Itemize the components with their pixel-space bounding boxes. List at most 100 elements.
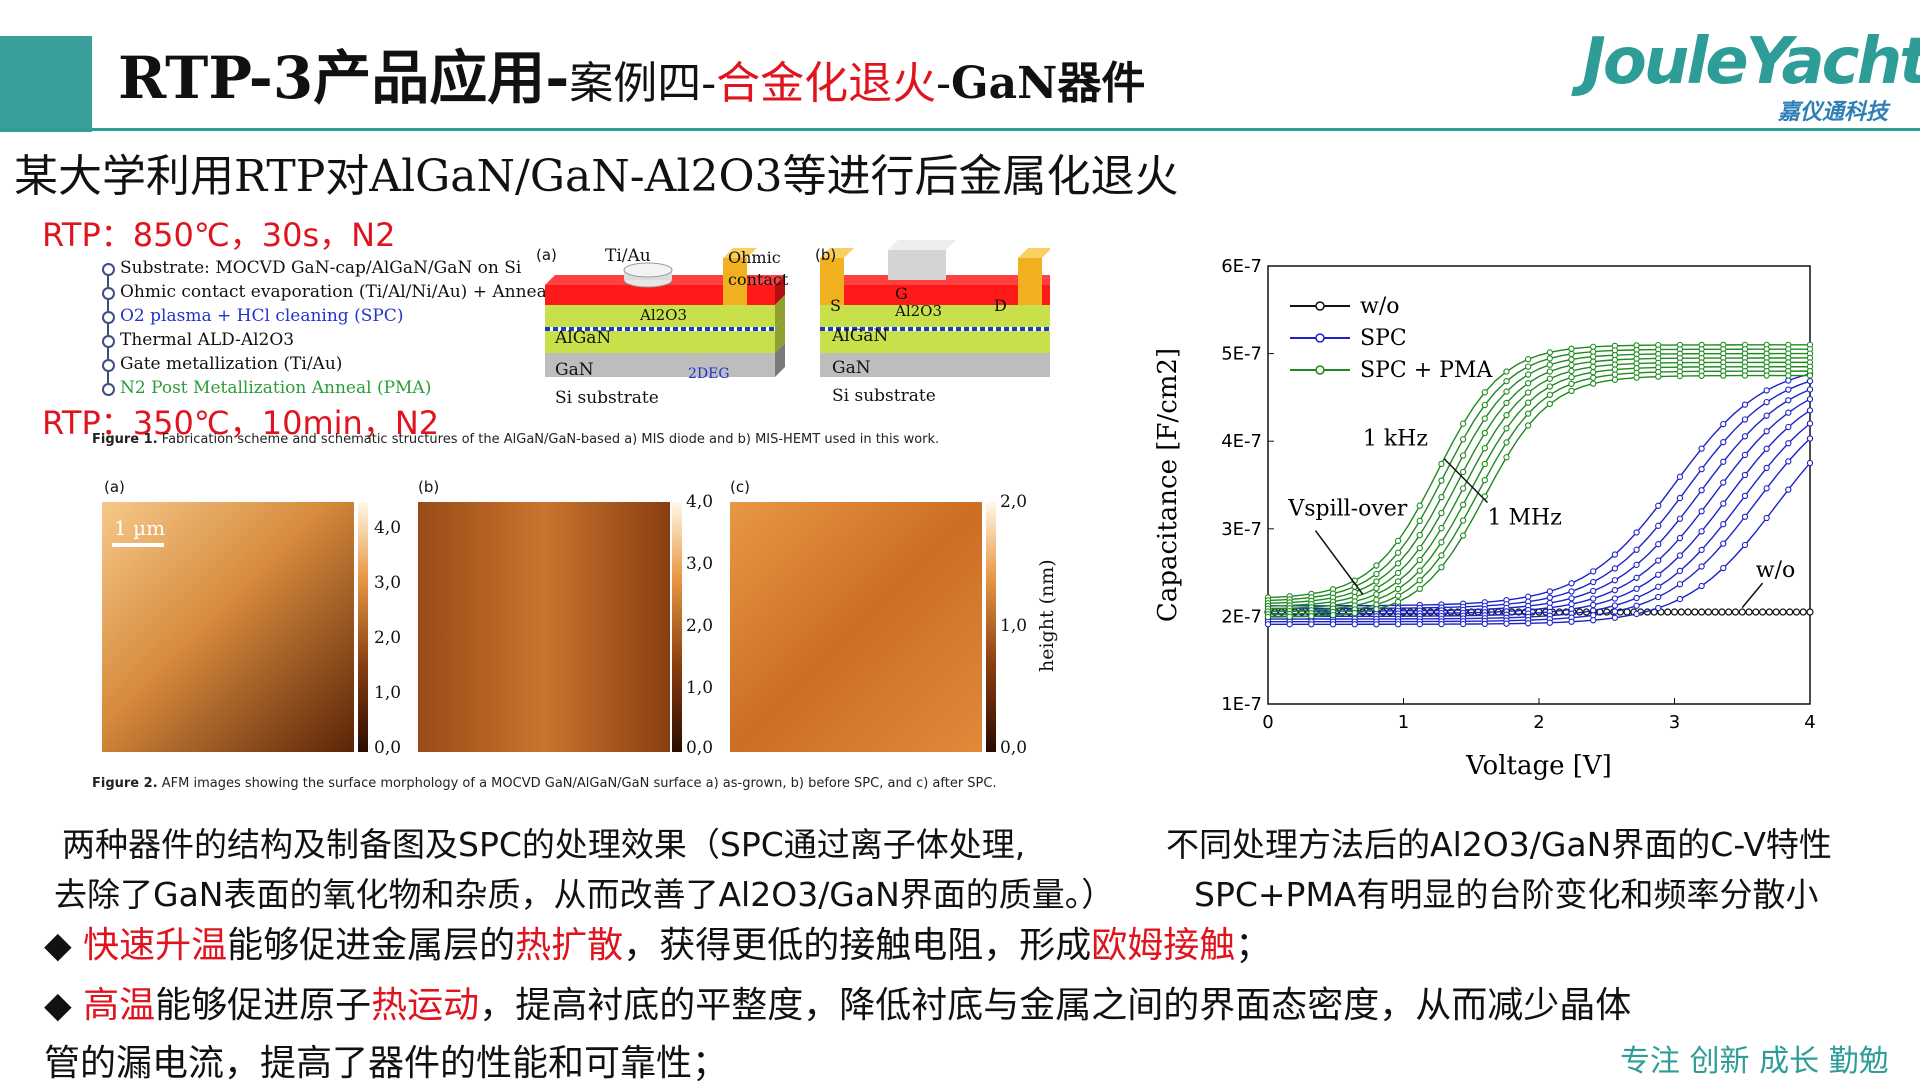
data-point xyxy=(1698,487,1705,494)
data-point xyxy=(1655,502,1662,509)
data-point xyxy=(1590,578,1597,586)
data-point xyxy=(1611,376,1619,383)
data-point xyxy=(1394,621,1402,628)
fig1-algan-label: AlGaN xyxy=(555,328,612,348)
process-step: Gate metallization (Ti/Au) xyxy=(100,352,552,376)
data-point xyxy=(1725,608,1733,616)
data-point xyxy=(1785,458,1792,465)
data-point xyxy=(1676,534,1684,542)
data-point xyxy=(1394,537,1402,545)
data-point xyxy=(1264,621,1272,628)
data-point xyxy=(1546,400,1553,408)
figure2-caption: Figure 2. AFM images showing the surface… xyxy=(92,776,997,791)
process-flow-line xyxy=(107,266,109,386)
data-point xyxy=(1503,412,1510,419)
chart-frame xyxy=(1267,265,1811,705)
data-point xyxy=(1525,399,1532,406)
fig2-label-b: (b) xyxy=(418,478,440,496)
series-line xyxy=(1267,344,1811,599)
data-point xyxy=(1394,592,1402,599)
process-flow: Substrate: MOCVD GaN-cap/AlGaN/GaN on Si… xyxy=(100,256,552,400)
data-point xyxy=(1676,552,1684,559)
data-point xyxy=(1481,476,1488,484)
data-point xyxy=(1590,369,1597,376)
data-point xyxy=(1525,389,1532,396)
cb-a-tick: 3,0 xyxy=(374,573,402,593)
data-point xyxy=(1611,614,1619,621)
annotation-1mhz: 1 MHz xyxy=(1488,505,1562,530)
fig1-gan-b-label: GaN xyxy=(832,358,871,378)
data-point xyxy=(1676,494,1684,502)
data-point xyxy=(1785,377,1792,384)
process-step: Substrate: MOCVD GaN-cap/AlGaN/GaN on Si xyxy=(100,256,552,280)
data-point xyxy=(1373,585,1380,592)
data-point xyxy=(1394,578,1402,585)
data-point xyxy=(1546,368,1553,375)
data-point xyxy=(1785,386,1792,393)
data-point xyxy=(1503,439,1510,446)
series-line xyxy=(1267,380,1811,610)
data-point xyxy=(1741,372,1749,379)
data-point xyxy=(1718,608,1726,616)
data-point xyxy=(1459,620,1467,628)
data-point xyxy=(1720,479,1727,486)
data-point xyxy=(1503,368,1510,375)
left-description-line2: 去除了GaN表面的氧化物和杂质，从而改善了Al2O3/GaN界面的质量。） xyxy=(54,875,1115,914)
data-point xyxy=(1785,409,1792,416)
data-point xyxy=(1373,606,1380,613)
data-point xyxy=(1286,613,1293,620)
data-point xyxy=(1394,598,1402,606)
data-point xyxy=(1459,501,1467,508)
data-point xyxy=(1633,529,1640,536)
data-point xyxy=(1546,361,1553,368)
bullet-2-continuation: 管的漏电流，提高了器件的性能和可靠性； xyxy=(44,1043,729,1084)
data-point xyxy=(1676,515,1684,522)
process-step: N2 Post Metallization Anneal (PMA) xyxy=(100,376,552,400)
legend-label: w/o xyxy=(1360,294,1400,319)
fig1-gan-label: GaN xyxy=(555,360,594,380)
fig1-d-label: D xyxy=(994,296,1007,315)
data-point xyxy=(1481,429,1488,437)
data-point xyxy=(1503,377,1510,385)
data-point xyxy=(1779,608,1787,616)
process-step: Thermal ALD-Al2O3 xyxy=(100,328,552,352)
data-point xyxy=(1546,349,1553,356)
data-point xyxy=(1623,608,1631,616)
data-point xyxy=(1633,594,1640,602)
data-point xyxy=(1741,451,1749,459)
data-point xyxy=(1525,356,1532,363)
data-point xyxy=(1438,477,1445,484)
data-point xyxy=(1459,468,1467,476)
fig1-g-label: G xyxy=(895,284,908,303)
data-point xyxy=(1438,509,1445,517)
data-point xyxy=(1758,608,1767,616)
data-point xyxy=(1438,564,1445,571)
data-point xyxy=(1806,435,1814,442)
data-point xyxy=(1525,380,1532,387)
series-line xyxy=(1267,422,1811,620)
data-point xyxy=(1711,608,1719,616)
data-point xyxy=(1741,492,1749,500)
data-point xyxy=(1590,595,1597,602)
diamond-icon: ◆ xyxy=(44,985,72,1026)
x-axis-label: Voltage [V] xyxy=(1465,751,1612,781)
series-line xyxy=(1267,398,1811,615)
data-point xyxy=(1676,567,1684,575)
data-point xyxy=(1546,383,1553,390)
mis-hemt-schematic xyxy=(820,240,1050,377)
data-point xyxy=(1416,567,1423,574)
data-point xyxy=(1741,401,1749,408)
annotation-arrow xyxy=(1314,530,1364,595)
data-point xyxy=(1611,565,1619,572)
x-tick-label: 3 xyxy=(1669,712,1680,733)
data-point xyxy=(1741,433,1749,440)
data-point xyxy=(1416,585,1423,593)
data-point xyxy=(1772,608,1780,616)
data-point xyxy=(1611,371,1619,378)
series-line xyxy=(1267,409,1811,618)
data-point xyxy=(1611,595,1619,602)
figure1-caption: Figure 1. Fabrication scheme and schemat… xyxy=(92,432,940,447)
legend-label: SPC + PMA xyxy=(1360,358,1493,383)
data-point xyxy=(1720,372,1727,379)
fig1-al2o3-b-label: Al2O3 xyxy=(895,302,943,320)
